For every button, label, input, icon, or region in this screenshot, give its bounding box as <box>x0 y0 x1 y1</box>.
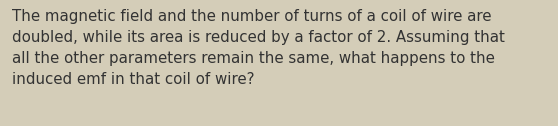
Text: The magnetic field and the number of turns of a coil of wire are
doubled, while : The magnetic field and the number of tur… <box>12 9 505 87</box>
